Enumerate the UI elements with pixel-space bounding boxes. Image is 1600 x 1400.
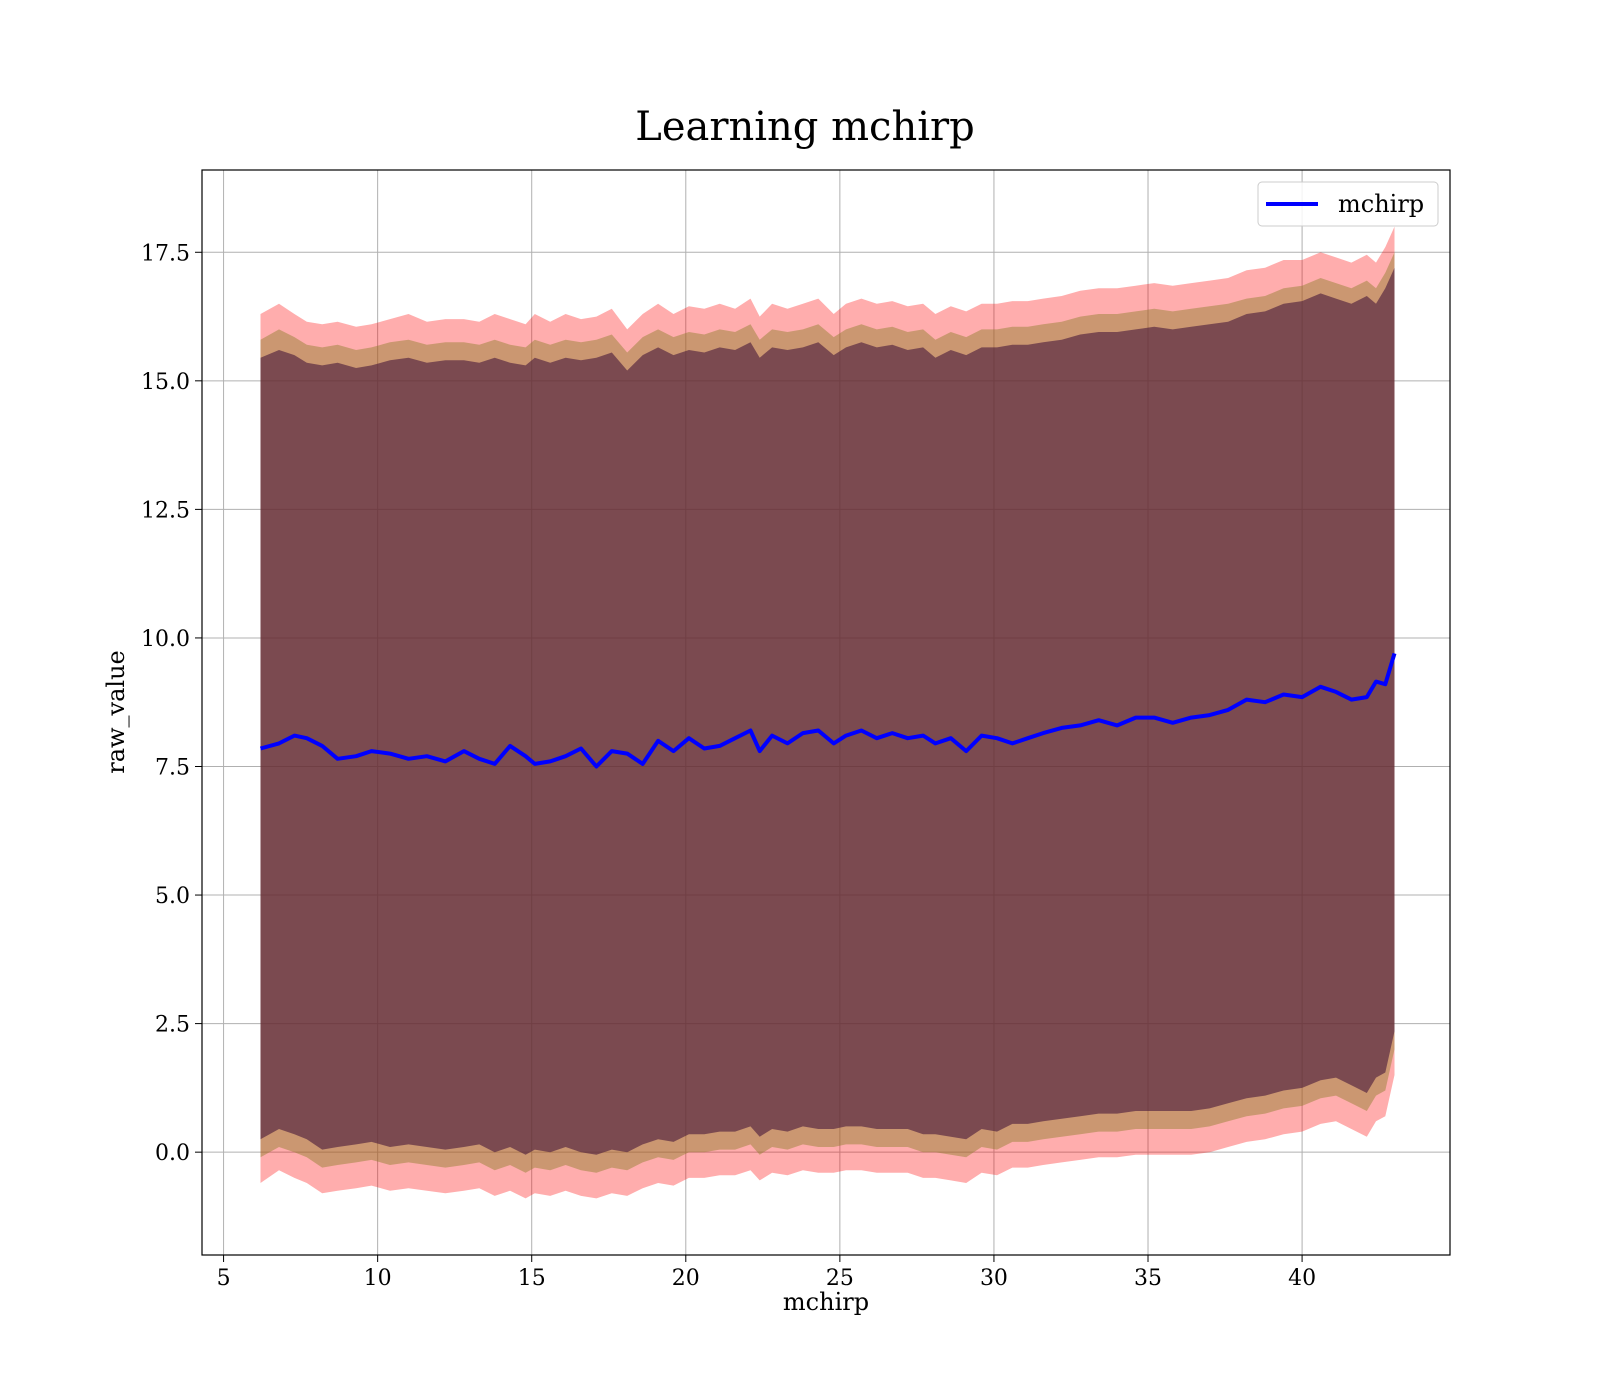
x-tick-label: 5	[217, 1266, 231, 1291]
band-2	[260, 267, 1395, 1155]
y-axis-label: raw_value	[102, 650, 130, 774]
y-tick-label: 15.0	[141, 370, 190, 395]
chart-title: Learning mchirp	[635, 104, 974, 150]
x-tick-label: 40	[1288, 1266, 1316, 1291]
x-tick-label: 10	[364, 1266, 392, 1291]
x-tick-label: 35	[1134, 1266, 1162, 1291]
y-tick-label: 12.5	[141, 498, 190, 523]
confidence-bands	[260, 226, 1395, 1199]
legend: mchirp	[1257, 181, 1439, 227]
plot-frame	[201, 169, 1451, 1256]
legend-box	[1257, 181, 1439, 227]
axis-ticks: 5 10 15 20 25 30 35 40 0.0 2.5 5.0 7.5 10.0 12.5 15.0 1…	[141, 241, 1316, 1291]
y-tick-label: 2.5	[155, 1013, 190, 1038]
x-tick-label: 25	[826, 1266, 854, 1291]
y-tick-label: 5.0	[155, 884, 190, 909]
series-line-mchirp	[259, 652, 1397, 769]
series-lines	[259, 652, 1397, 769]
y-tick-label: 10.0	[141, 627, 190, 652]
y-tick-label: 0.0	[155, 1141, 190, 1166]
y-tick-label: 7.5	[155, 755, 190, 780]
x-tick-label: 30	[980, 1266, 1008, 1291]
legend-label: mchirp	[1338, 190, 1424, 218]
y-tick-label: 17.5	[141, 241, 190, 266]
x-axis-label: mchirp	[783, 1288, 869, 1316]
x-tick-label: 15	[518, 1266, 546, 1291]
x-tick-label: 20	[672, 1266, 700, 1291]
